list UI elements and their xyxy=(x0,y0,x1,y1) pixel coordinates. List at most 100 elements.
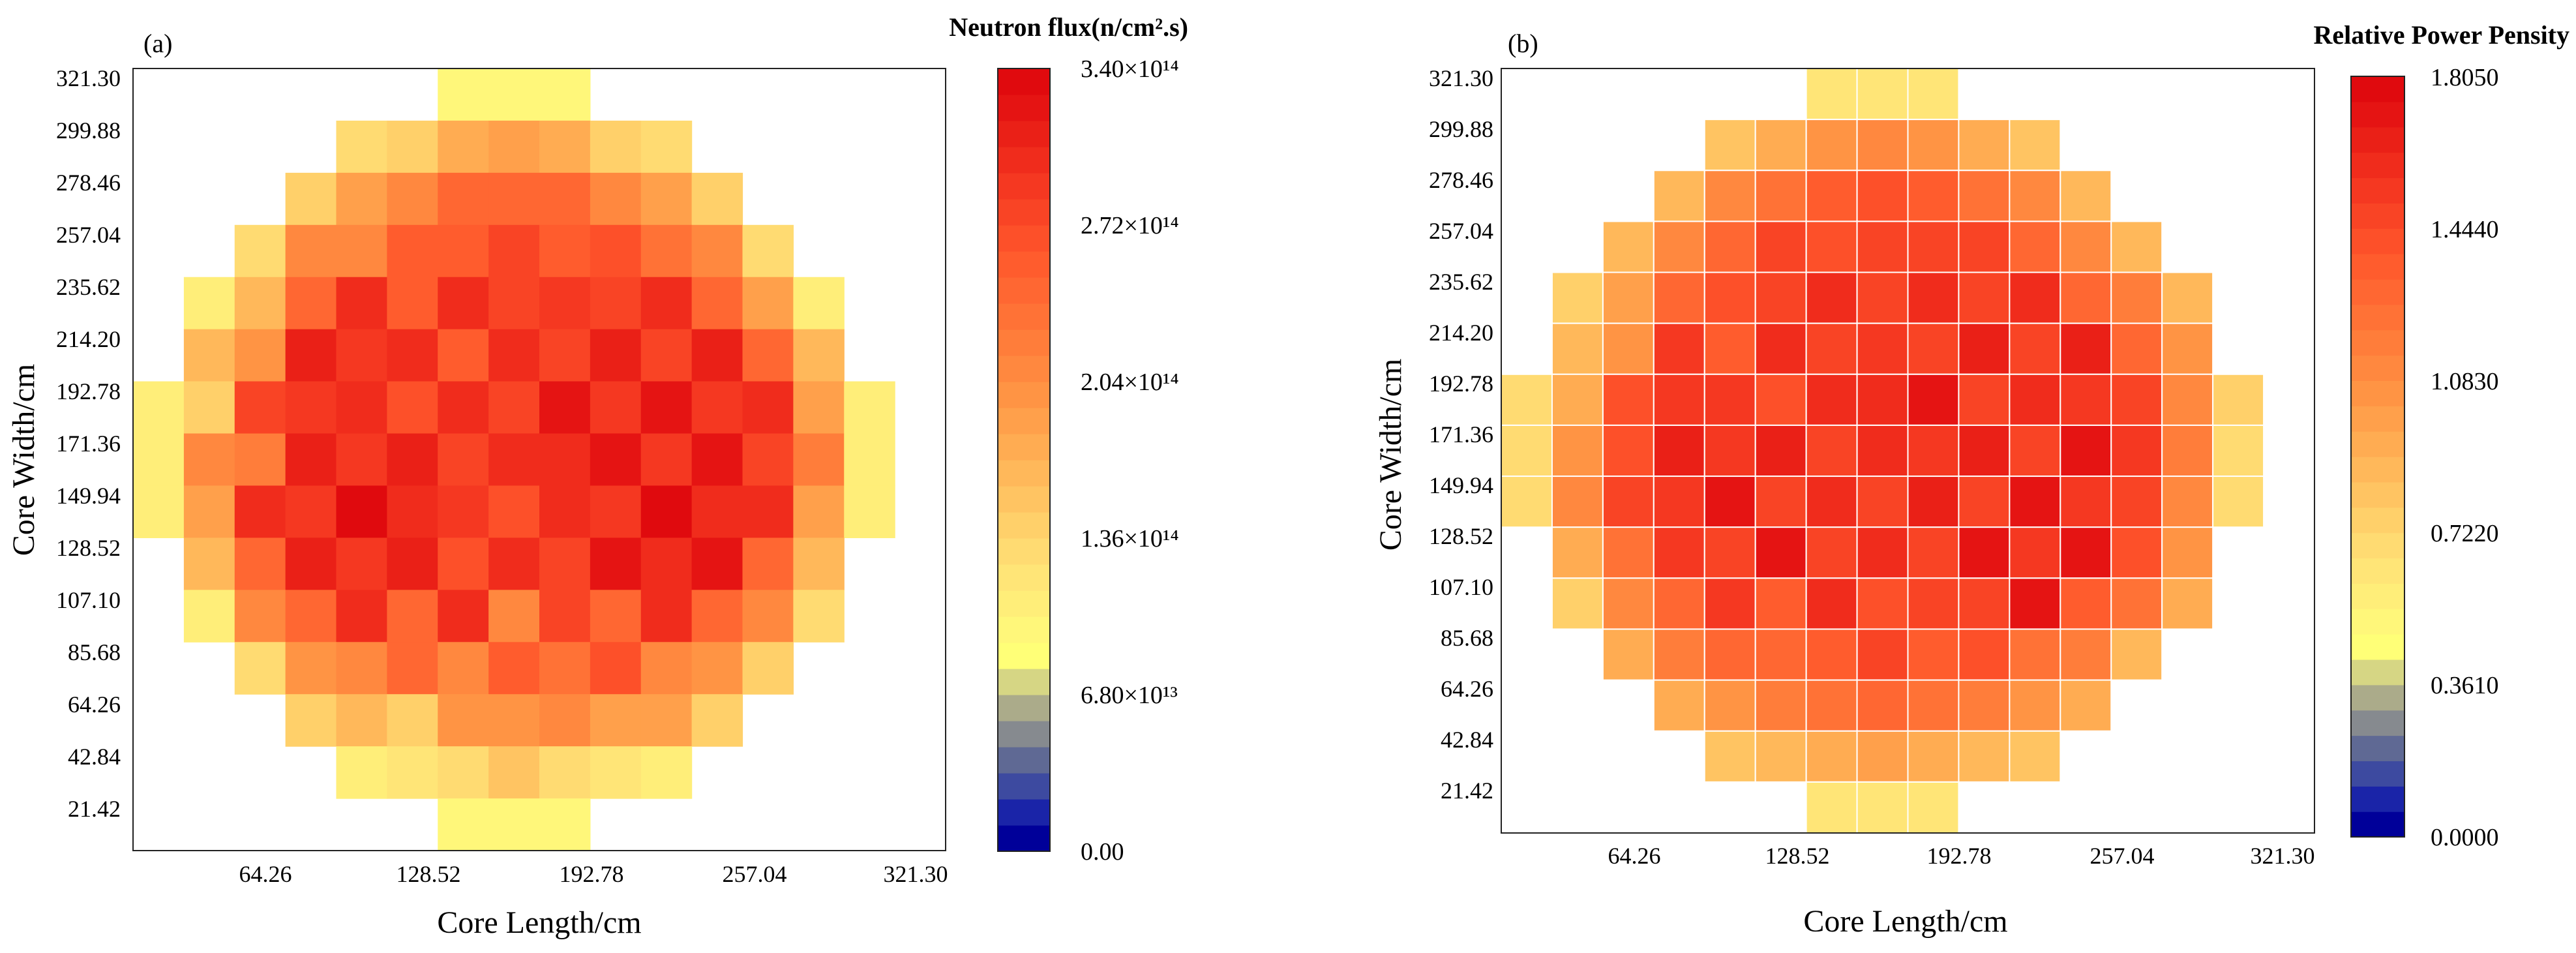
heatmap-cell xyxy=(2009,476,2061,528)
heatmap-cell xyxy=(387,746,438,799)
colorbar-segment xyxy=(2351,127,2404,153)
heatmap-cell xyxy=(2009,119,2061,172)
y-axis-label-b: Core Width/cm xyxy=(1373,359,1408,551)
heatmap-cell xyxy=(387,590,438,643)
heatmap-cell xyxy=(691,277,743,330)
heatmap-cell xyxy=(488,433,540,487)
panel-b: (b) 321.30 299.88 278.46 257.04 235.62 2… xyxy=(1373,20,2569,939)
heatmap-cell xyxy=(2009,373,2061,426)
heatmap-cell xyxy=(1602,526,1655,579)
heatmap-cell xyxy=(2009,170,2061,222)
heatmap-cell xyxy=(1805,271,1858,324)
heatmap-cell xyxy=(387,381,438,434)
colorbar-segment xyxy=(2351,684,2404,711)
heatmap-cell xyxy=(1958,119,2011,172)
heatmap-cell xyxy=(1754,220,1807,273)
y-tick-label: 257.04 xyxy=(56,222,121,248)
heatmap-cell xyxy=(336,329,387,382)
heatmap-cell xyxy=(2161,476,2214,528)
heatmap-cell xyxy=(640,537,693,590)
heatmap-cell xyxy=(590,329,642,382)
heatmap-cell xyxy=(183,537,235,590)
heatmap-cell xyxy=(640,329,693,382)
heatmap-cell xyxy=(1703,373,1756,426)
heatmap-cell xyxy=(1907,170,1960,222)
colorbar-b-segments xyxy=(2351,76,2404,838)
heatmap-cell xyxy=(1602,628,1655,681)
heatmap-cell xyxy=(2212,373,2265,426)
colorbar-tick-label: 1.4440 xyxy=(2431,216,2499,243)
heatmap-cell xyxy=(793,329,845,382)
heatmap-cell xyxy=(438,798,489,851)
colorbar-segment xyxy=(2351,203,2404,229)
colorbar-segment xyxy=(2351,481,2404,508)
heatmap-cell xyxy=(2212,476,2265,528)
colorbar-segment xyxy=(2351,786,2404,812)
heatmap-cell xyxy=(1703,220,1756,273)
heatmap-cell xyxy=(1805,577,1858,630)
heatmap-cell xyxy=(793,277,845,330)
heatmap-cell xyxy=(1907,577,1960,630)
heatmap-cell xyxy=(336,433,387,487)
heatmap-cell xyxy=(2161,577,2214,630)
heatmap-cell xyxy=(438,537,489,590)
colorbar-b-frame xyxy=(2350,76,2405,838)
heatmap-cell xyxy=(285,642,337,695)
heatmap-cell xyxy=(2059,679,2112,732)
y-tick-label: 192.78 xyxy=(56,378,121,404)
heatmap-cell xyxy=(2059,271,2112,324)
heatmap-cell xyxy=(336,172,387,226)
heatmap-cell xyxy=(234,485,286,538)
colorbar-segment xyxy=(2351,735,2404,761)
y-axis-label-a: Core Width/cm xyxy=(7,364,41,556)
colorbar-segment xyxy=(998,355,1050,382)
heatmap-cell xyxy=(234,433,286,487)
heatmap-cell xyxy=(1856,271,1909,324)
heatmap-cell xyxy=(590,224,642,278)
heatmap-cell xyxy=(234,224,286,278)
heatmap-cell xyxy=(1551,424,1604,477)
colorbar-segment xyxy=(998,95,1050,121)
heatmap-cell xyxy=(1856,476,1909,528)
x-axis-label-a: Core Length/cm xyxy=(437,905,641,940)
heatmap-cell xyxy=(539,642,591,695)
colorbar-segment xyxy=(2351,304,2404,331)
heatmap-cell xyxy=(1958,476,2011,528)
colorbar-tick-label: 1.36×10¹⁴ xyxy=(1081,525,1179,552)
heatmap-cell xyxy=(2110,373,2163,426)
heatmap-cell xyxy=(1907,68,1960,121)
heatmap-cell xyxy=(336,277,387,330)
heatmap-cell xyxy=(387,172,438,226)
heatmap-cell xyxy=(438,590,489,643)
y-tick-label: 107.10 xyxy=(56,587,121,613)
heatmap-cell xyxy=(1907,730,1960,783)
heatmap-cell xyxy=(590,485,642,538)
heatmap-cell xyxy=(1653,577,1705,630)
heatmap-cell xyxy=(1856,119,1909,172)
heatmap-cell xyxy=(1805,730,1858,783)
heatmap-cell xyxy=(793,381,845,434)
heatmap-cell xyxy=(742,329,794,382)
heatmap-cell xyxy=(1551,322,1604,375)
y-tick-label: 149.94 xyxy=(56,483,121,509)
colorbar-segment xyxy=(998,408,1050,434)
heatmap-cell xyxy=(1907,220,1960,273)
heatmap-cell xyxy=(1602,373,1655,426)
y-tick-label: 128.52 xyxy=(56,535,121,561)
heatmap-cell xyxy=(640,642,693,695)
heatmap-cell xyxy=(1856,679,1909,732)
heatmap-cell xyxy=(1805,322,1858,375)
y-tick-label: 171.36 xyxy=(1429,421,1493,447)
heatmap-cell xyxy=(488,68,540,121)
x-tick-label: 321.30 xyxy=(2251,843,2315,869)
heatmap-cell xyxy=(1958,322,2011,375)
heatmap-cell xyxy=(2161,424,2214,477)
plot-frame-a xyxy=(132,68,946,851)
heatmap-cell xyxy=(438,68,489,121)
colorbar-segment xyxy=(2351,634,2404,660)
y-tick-label: 214.20 xyxy=(56,326,121,352)
heatmap-cell xyxy=(590,381,642,434)
heatmap-cell xyxy=(1958,679,2011,732)
colorbar-segment xyxy=(2351,152,2404,179)
heatmap-cell xyxy=(590,537,642,590)
